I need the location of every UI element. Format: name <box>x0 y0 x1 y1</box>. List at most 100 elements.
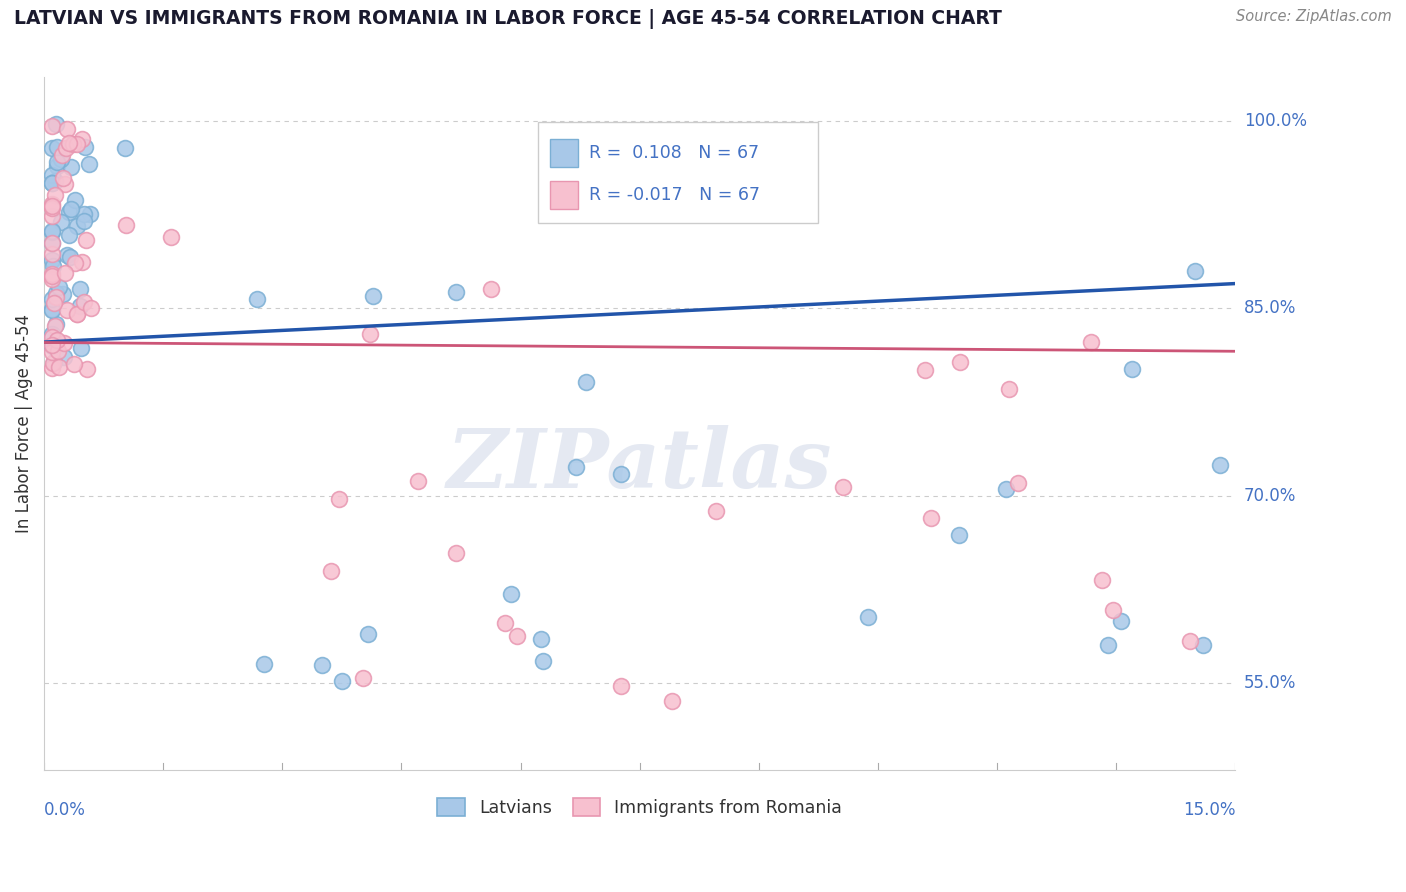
Point <box>115 219 138 233</box>
Point <box>62 136 84 151</box>
Point <box>42 337 65 351</box>
Point <box>56 121 79 136</box>
Point <box>56 303 79 318</box>
Point <box>610 679 633 693</box>
Point <box>76 362 98 376</box>
Point <box>506 629 529 643</box>
Point <box>41 361 63 376</box>
Point <box>41 338 63 352</box>
Point <box>994 483 1017 497</box>
Bar <box>538 122 818 223</box>
Text: R = -0.017   N = 67: R = -0.017 N = 67 <box>589 186 759 203</box>
Point <box>69 282 91 296</box>
Point <box>52 336 75 351</box>
Point <box>661 694 683 708</box>
Text: Source: ZipAtlas.com: Source: ZipAtlas.com <box>1236 9 1392 24</box>
Point <box>73 140 96 154</box>
Point <box>41 235 63 250</box>
Point <box>41 225 63 239</box>
Point <box>1178 634 1201 648</box>
Point <box>41 223 63 237</box>
Point <box>48 359 70 374</box>
Point <box>45 286 67 301</box>
Point <box>44 174 66 188</box>
Point <box>41 272 63 286</box>
Point <box>446 546 468 560</box>
Point <box>949 354 972 368</box>
Point <box>41 267 63 281</box>
Point <box>66 307 89 321</box>
Point <box>1097 638 1119 652</box>
Point <box>1007 475 1029 490</box>
Point <box>52 170 75 185</box>
Point <box>41 252 63 267</box>
Point <box>1091 574 1114 588</box>
Point <box>328 492 350 507</box>
Point <box>499 587 522 601</box>
Point <box>41 199 63 213</box>
Point <box>444 285 467 300</box>
Text: ZIPatlas: ZIPatlas <box>447 425 832 506</box>
Point <box>66 307 89 321</box>
Point <box>998 382 1021 396</box>
Point <box>330 673 353 688</box>
Point <box>73 214 96 228</box>
Point <box>359 326 381 341</box>
Point <box>58 136 80 151</box>
Point <box>321 564 343 578</box>
Point <box>45 160 67 174</box>
Point <box>60 202 83 217</box>
Text: 85.0%: 85.0% <box>1244 300 1296 318</box>
Point <box>531 654 554 668</box>
Point <box>53 266 76 280</box>
Text: 15.0%: 15.0% <box>1182 801 1236 819</box>
Point <box>63 357 86 371</box>
Point <box>920 510 942 524</box>
Point <box>311 658 333 673</box>
Point <box>361 289 384 303</box>
Point <box>246 293 269 307</box>
Point <box>75 234 97 248</box>
Point <box>46 344 69 359</box>
Point <box>494 615 516 630</box>
Point <box>53 177 76 191</box>
Bar <box>550 138 578 167</box>
Point <box>406 474 429 488</box>
Point <box>73 207 96 221</box>
Point <box>65 193 87 207</box>
Point <box>41 330 63 344</box>
Text: 70.0%: 70.0% <box>1244 487 1296 505</box>
Point <box>1191 638 1213 652</box>
Point <box>59 160 82 174</box>
Point <box>45 333 67 347</box>
Point <box>610 467 633 481</box>
Point <box>51 215 73 229</box>
Point <box>44 319 66 334</box>
Point <box>530 632 553 647</box>
Point <box>914 363 936 377</box>
Point <box>70 341 93 355</box>
Point <box>48 279 70 293</box>
Point <box>70 255 93 269</box>
Point <box>41 141 63 155</box>
Point <box>41 176 63 190</box>
Point <box>41 303 63 318</box>
Point <box>63 256 86 270</box>
Point <box>41 119 63 133</box>
Point <box>856 609 879 624</box>
Point <box>357 627 380 641</box>
Point <box>45 317 67 331</box>
Point <box>45 155 67 169</box>
Point <box>41 339 63 353</box>
Point <box>66 219 89 233</box>
Point <box>42 356 65 370</box>
Text: 100.0%: 100.0% <box>1244 112 1306 130</box>
Point <box>1209 458 1232 472</box>
Point <box>114 140 136 154</box>
Point <box>51 148 73 162</box>
Point <box>45 117 67 131</box>
Point <box>55 248 77 262</box>
Point <box>44 188 66 202</box>
Point <box>58 250 80 264</box>
Point <box>69 299 91 313</box>
